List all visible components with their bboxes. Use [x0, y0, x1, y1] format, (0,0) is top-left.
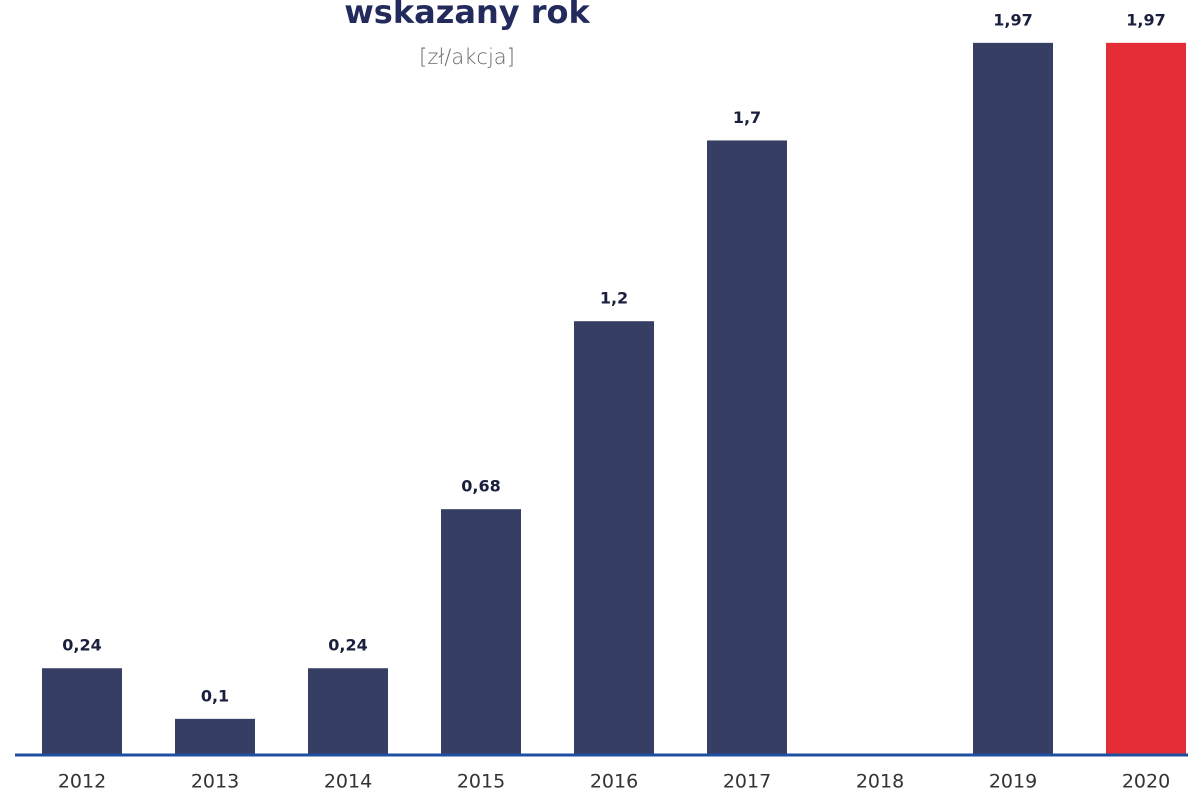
- x-tick-label: 2012: [58, 771, 106, 793]
- value-label: 1,2: [600, 289, 628, 308]
- x-tick-label: 2016: [590, 771, 638, 793]
- bar: [574, 321, 654, 755]
- bar: [973, 42, 1053, 756]
- value-label: 0,68: [461, 477, 500, 496]
- bar: [441, 509, 521, 755]
- x-tick-label: 2017: [723, 771, 771, 793]
- value-label: 0,24: [62, 636, 101, 655]
- chart-subtitle: [zł/akcja]: [419, 45, 515, 69]
- value-label: 0,1: [201, 686, 229, 705]
- value-label: 1,97: [1126, 10, 1165, 29]
- bar: [707, 140, 787, 755]
- value-label: 0,24: [328, 636, 367, 655]
- bar: [308, 668, 388, 755]
- x-tick-label: 2018: [856, 771, 904, 793]
- x-tick-label: 2013: [191, 771, 239, 793]
- x-tick-label: 2020: [1122, 771, 1170, 793]
- bar: [175, 718, 255, 755]
- value-label: 1,7: [733, 108, 761, 127]
- chart-title: wskazany rok: [344, 0, 590, 31]
- value-label: 1,97: [993, 10, 1032, 29]
- x-tick-label: 2019: [989, 771, 1037, 793]
- x-tick-label: 2014: [324, 771, 372, 793]
- x-tick-label: 2015: [457, 771, 505, 793]
- bar: [1106, 42, 1186, 756]
- bar: [42, 668, 122, 755]
